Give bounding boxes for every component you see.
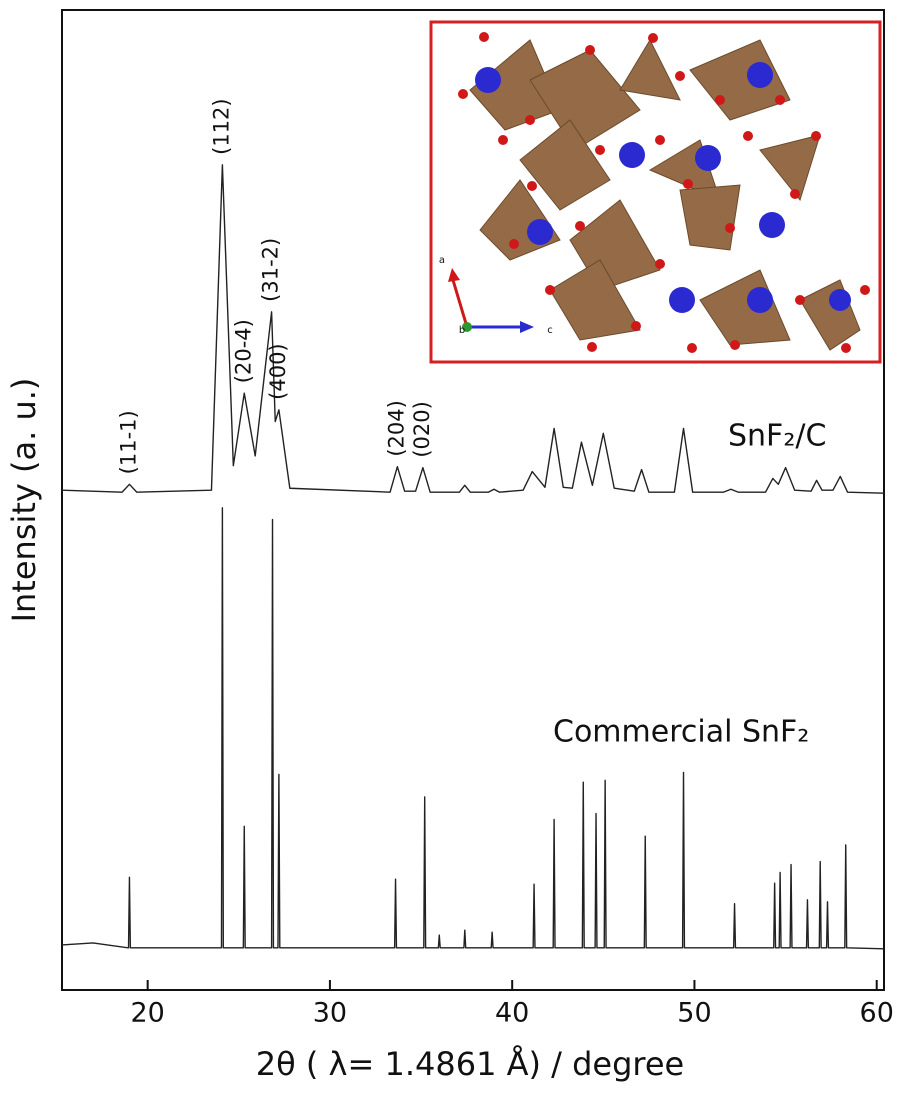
series-label: Commercial SnF₂ [553,715,809,750]
x-tick-label: 30 [313,998,347,1029]
peak-annotation: (20-4) [231,319,255,383]
series-label: SnF₂/C [728,419,826,454]
x-tick-label: 20 [130,998,164,1029]
inset-axis-label: a [439,255,445,266]
x-tick-label: 40 [495,998,529,1029]
series-line [61,164,885,494]
y-axis-label: Intensity (a. u.) [5,378,43,623]
inset [429,20,882,364]
axis-indicator [448,268,534,333]
peak-annotation: (31-2) [259,238,283,302]
series-line [61,507,885,950]
peak-annotation: (204) [384,400,408,456]
plot-frame [61,9,885,991]
peak-annotation: (020) [410,401,434,457]
x-tick-label: 50 [677,998,711,1029]
x-axis-label: 2θ ( λ= 1.4861 Å) / degree [256,1045,684,1083]
tin-atoms [475,62,851,313]
inset-axis-label: c [547,325,553,336]
peak-annotation: (11-1) [116,410,140,474]
peak-annotation: (112) [209,98,233,154]
peak-annotation: (400) [266,343,290,399]
x-tick-label: 60 [860,998,894,1029]
fluorine-atoms [458,32,870,353]
inset-axis-label: b [459,325,465,336]
